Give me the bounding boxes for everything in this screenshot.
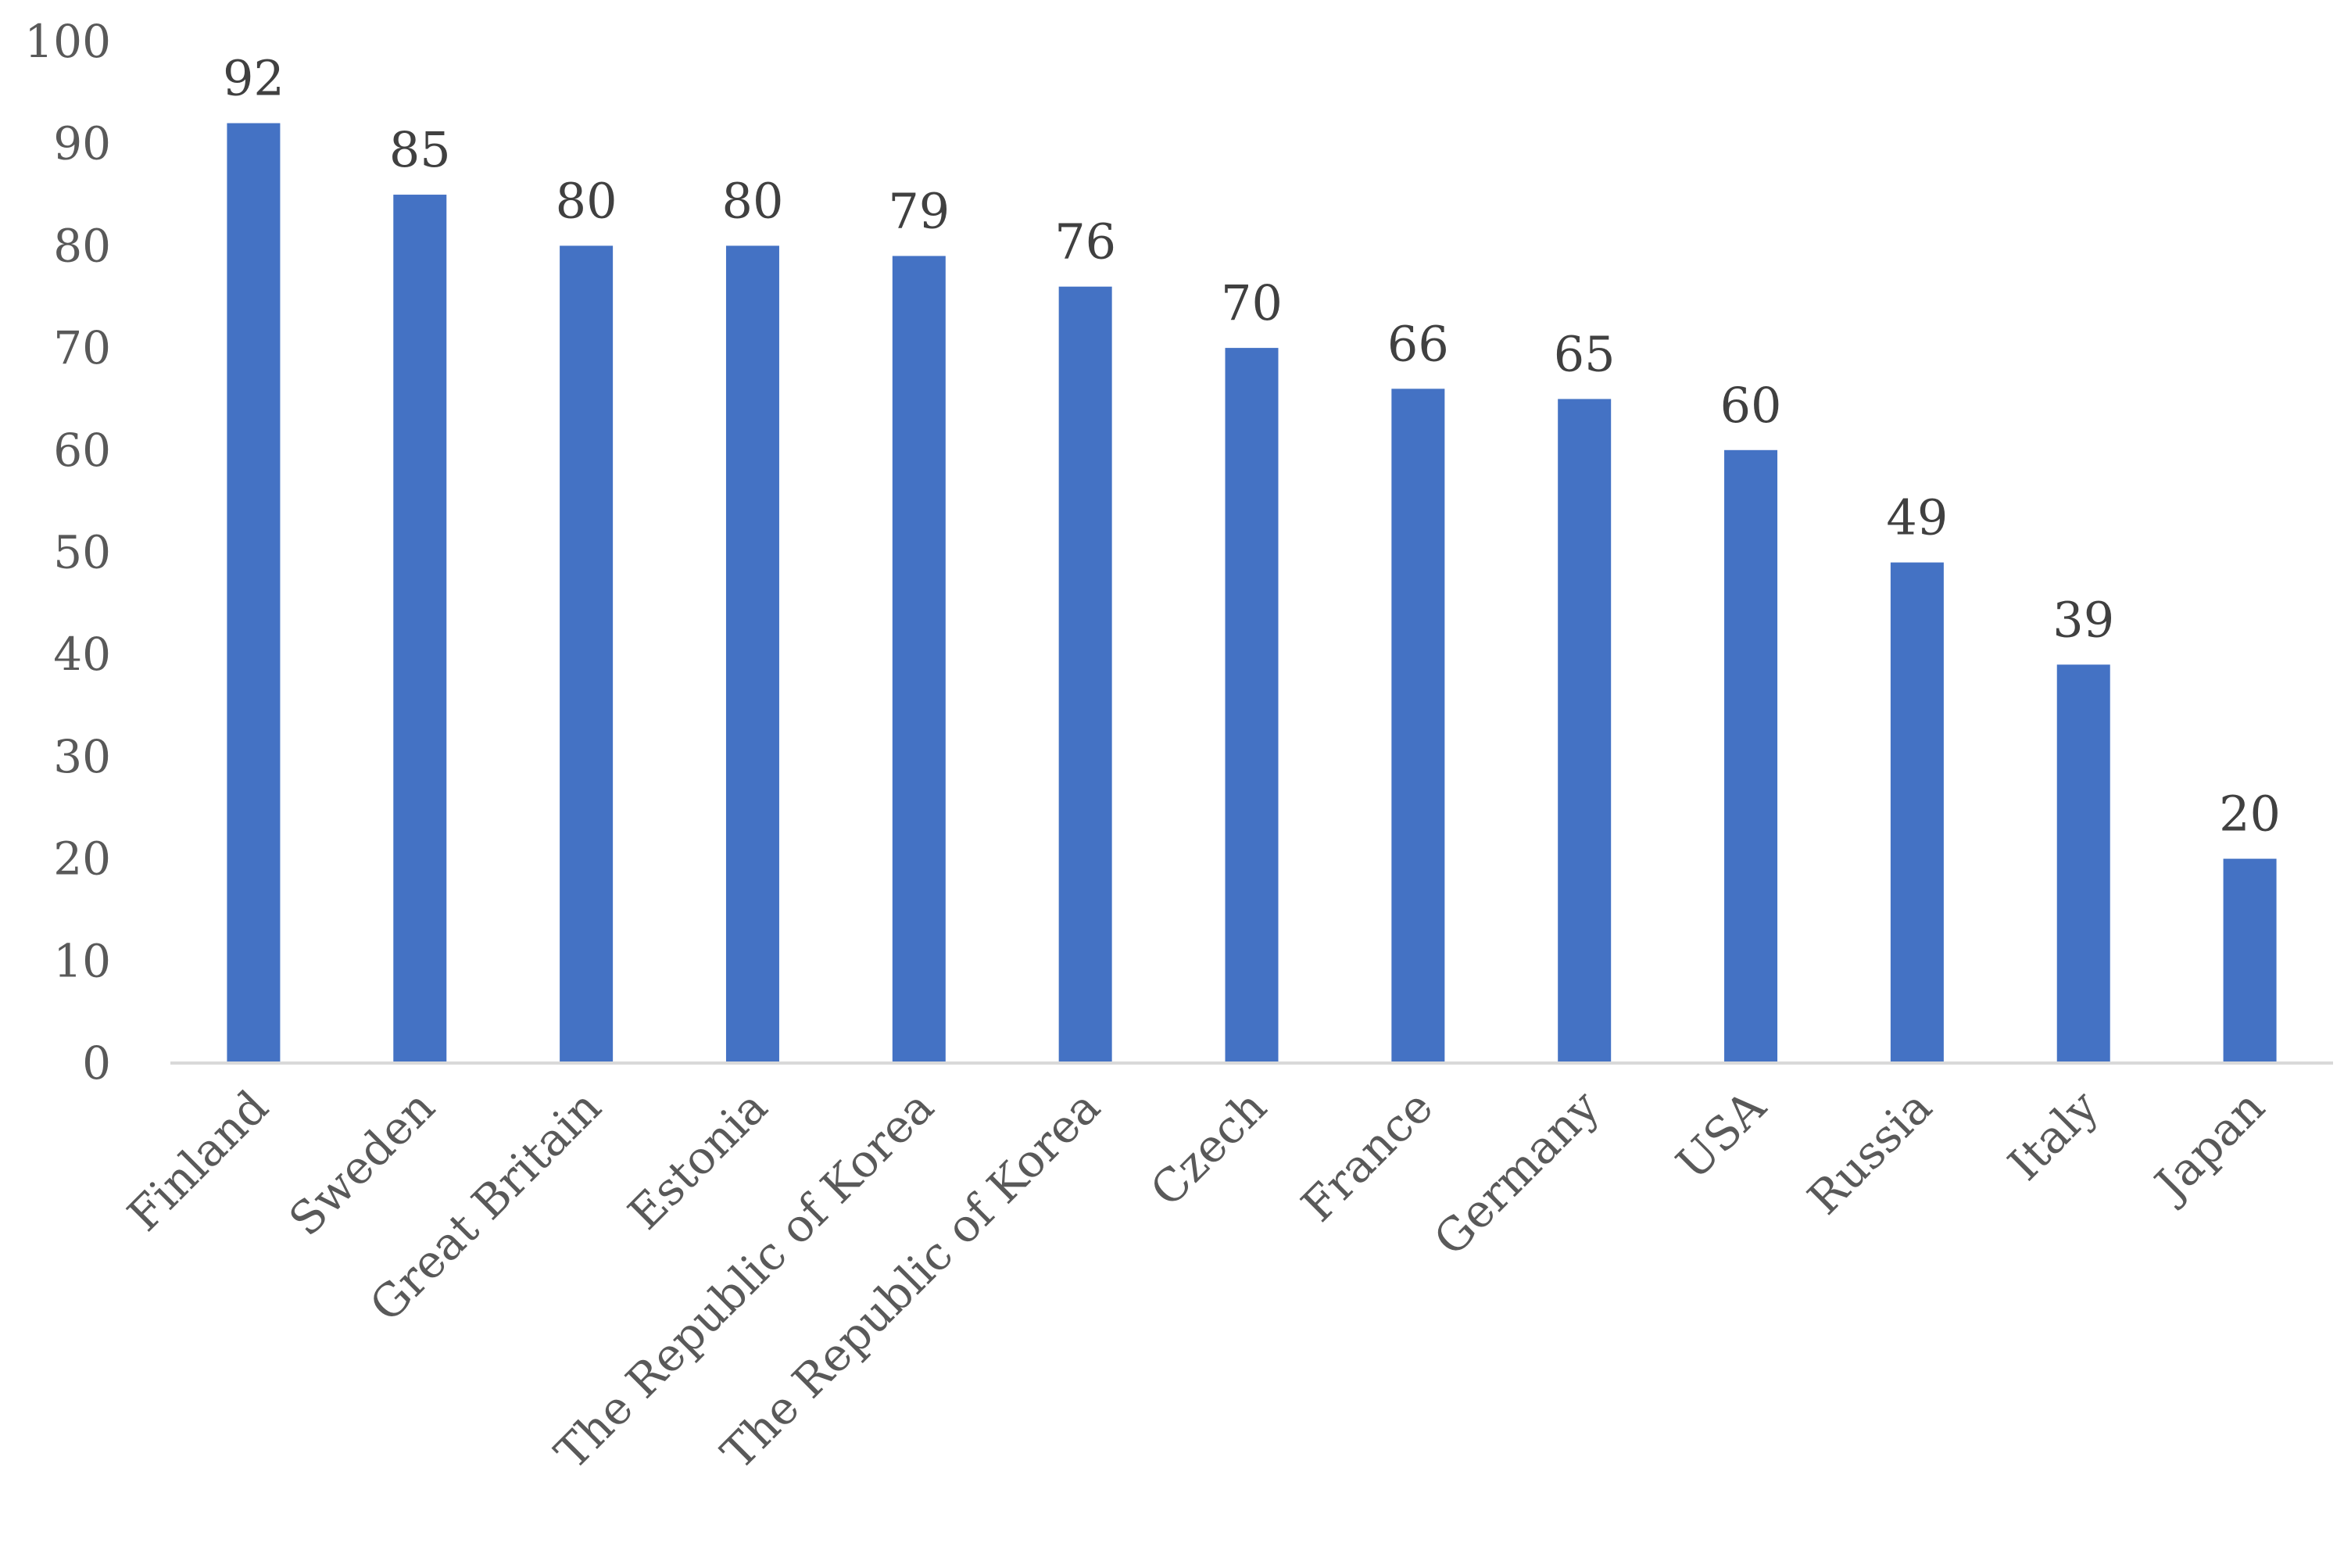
bar [1225,348,1279,1064]
bar [2223,858,2277,1063]
data-labels: 92 85 80 80 79 76 70 66 65 60 49 39 20 [223,50,2281,843]
y-tick-label: 0 [82,1036,111,1090]
bar-value-label: 20 [2219,786,2281,843]
y-tick-label: 20 [53,832,111,886]
x-category-label: Germany [1423,1080,1609,1266]
bar-series [227,123,2277,1064]
bar-value-label: 79 [888,182,950,239]
x-category-label: Russia [1798,1080,1942,1225]
bar-value-label: 49 [1886,489,1948,546]
bar [725,245,779,1063]
bar-value-label: 66 [1387,315,1449,372]
bar [1890,562,1944,1063]
y-tick-label: 80 [53,219,111,272]
x-category-label: Finland [117,1080,278,1241]
bar [1058,286,1112,1063]
y-tick-label: 60 [53,424,111,477]
bar [892,256,946,1064]
bar-value-label: 65 [1554,325,1616,382]
x-category-label: Japan [2142,1080,2275,1213]
bar [2056,664,2110,1063]
y-tick-label: 40 [53,628,111,681]
y-tick-label: 100 [24,15,111,68]
bar-value-label: 70 [1221,274,1283,331]
bar-value-label: 76 [1054,213,1116,270]
bar-value-label: 39 [2052,591,2114,648]
y-tick-label: 30 [53,730,111,783]
bar [227,123,281,1063]
y-tick-label: 70 [53,321,111,374]
bar [1724,449,1778,1063]
y-tick-label: 90 [53,117,111,170]
bar-value-label: 60 [1720,377,1782,434]
bar [1558,399,1612,1063]
x-category-label: Estonia [618,1080,778,1240]
x-category-label: Italy [1998,1080,2109,1191]
bar-value-label: 80 [722,172,784,229]
bar [393,195,447,1063]
y-tick-label: 50 [53,526,111,579]
x-category-label: Sweden [279,1080,445,1246]
bar-value-label: 85 [389,121,451,178]
x-category-label: France [1291,1080,1443,1232]
x-category-label: Czech [1140,1080,1277,1217]
bar [560,245,614,1063]
x-category-label: USA [1666,1079,1777,1190]
bar-value-label: 80 [556,172,617,229]
y-tick-label: 10 [53,934,111,987]
y-axis-ticks: 0 10 20 30 40 50 60 70 80 90 100 [24,15,111,1090]
bar-value-label: 92 [223,50,285,107]
bar [1391,388,1445,1063]
